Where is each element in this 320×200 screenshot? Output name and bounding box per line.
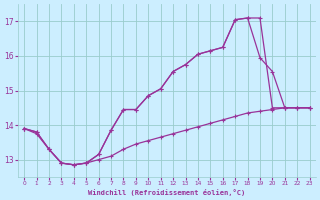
X-axis label: Windchill (Refroidissement éolien,°C): Windchill (Refroidissement éolien,°C) bbox=[88, 189, 245, 196]
